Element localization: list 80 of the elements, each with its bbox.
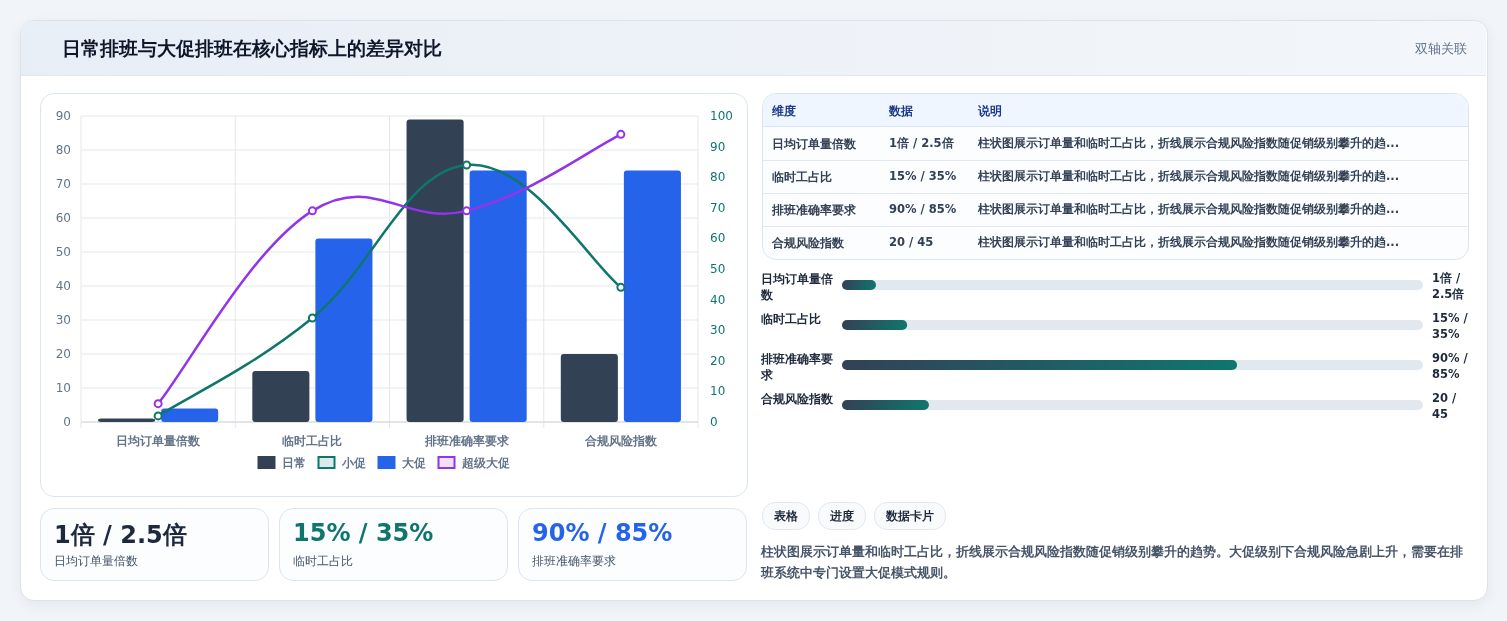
text: 15% / 35% [1432,310,1469,342]
legend-label: 日常 [281,456,306,470]
text: 20 / 45 [1432,390,1458,422]
text: 数据卡片 [874,502,946,530]
point [462,206,472,216]
text: 20 / 45 [889,235,934,249]
category-label: 排班准确率要求 [772,203,856,217]
y2-tick-label: 40 [710,292,726,307]
text: 柱状图展示订单量和临时工占比，折线展示合规风险指数随促销级别攀升的趋势。大促级别下合规风险急剧上升，需要在排班系统中专门设置大促模式规则。 [761,543,1464,582]
text: 双轴关联 [1415,40,1467,58]
y2-tick-label: 20 [710,353,726,368]
x-tick-label: 排班准确率要求 [423,434,510,448]
category-label: 日均订单量倍数 [772,137,856,151]
text: 进度 [818,502,866,530]
y-tick-label: 20 [55,347,71,361]
category-label: 说明 [978,103,1002,120]
category-label: 数据 [889,103,913,120]
bar [252,371,310,422]
y-tick-label: 30 [55,313,71,327]
category-label: 临时工占比 [293,553,353,570]
x-tick-label: 临时工占比 [282,434,343,448]
category-label: 维度 [772,103,796,120]
text: 15% / 35% [889,169,957,183]
y-tick-label: 日均订单量倍数 [761,271,834,303]
y-tick-label: 80 [55,143,71,157]
y2-tick-label: 30 [710,323,726,338]
category-label: 合规风险指数 [772,236,844,250]
text: 柱状图展示订单量和临时工占比，折线展示合规风险指数随促销级别攀升的趋... [978,136,1400,150]
text: 90% / 85% [532,519,673,547]
y2-tick-label: 80 [710,170,726,185]
point [307,206,317,216]
bar [842,320,908,330]
text: 90% / 85% [1432,350,1469,382]
y2-tick-label: 60 [710,231,726,246]
bar [560,354,618,422]
y-tick-label: 90 [55,109,71,123]
legend-label: 超级大促 [460,456,510,470]
text: 15% / 35% [293,519,434,547]
x-tick-label: 合规风险指数 [583,434,658,448]
y2-tick-label: 90 [710,139,726,154]
point [153,411,163,421]
legend-label: 大促 [401,456,426,470]
y2-tick-label: 0 [710,415,718,429]
bar [406,119,464,422]
text: 表格 [762,502,810,530]
point [616,282,626,292]
text: 日常排班与大促排班在核心指标上的差异对比 [62,36,442,61]
y2-tick-label: 100 [710,109,733,123]
y-tick-label: 临时工占比 [761,311,822,327]
bar [842,280,876,290]
text: 柱状图展示订单量和临时工占比，折线展示合规风险指数随促销级别攀升的趋... [978,202,1400,216]
y2-tick-label: 70 [710,200,726,215]
text: 1倍 / 2.5倍 [1432,270,1466,302]
y-tick-label: 10 [55,381,71,395]
y-tick-label: 排班准确率要求 [761,351,834,383]
y-tick-label: 60 [55,211,71,225]
y2-tick-label: 10 [710,384,726,399]
y2-tick-label: 50 [710,262,726,276]
y-tick-label: 0 [63,415,71,429]
y-tick-label: 70 [55,177,71,191]
bar [469,170,527,422]
bar [842,400,929,410]
y-tick-label: 40 [55,279,71,293]
bar [315,238,373,422]
point [307,313,317,323]
y-tick-label: 合规风险指数 [761,391,834,407]
point [153,399,163,409]
legend-label: 小促 [340,456,366,470]
text: 90% / 85% [889,202,957,216]
point [616,129,626,139]
text: 1倍 / 2.5倍 [54,521,187,549]
text: 柱状图展示订单量和临时工占比，折线展示合规风险指数随促销级别攀升的趋... [978,235,1400,249]
bar [161,408,219,422]
text: 1倍 / 2.5倍 [889,136,954,150]
y-tick-label: 50 [55,245,71,259]
category-label: 排班准确率要求 [532,553,616,570]
x-tick-label: 日均订单量倍数 [116,434,202,448]
point [462,160,472,170]
text: 柱状图展示订单量和临时工占比，折线展示合规风险指数随促销级别攀升的趋... [978,169,1400,183]
bar [623,170,681,422]
